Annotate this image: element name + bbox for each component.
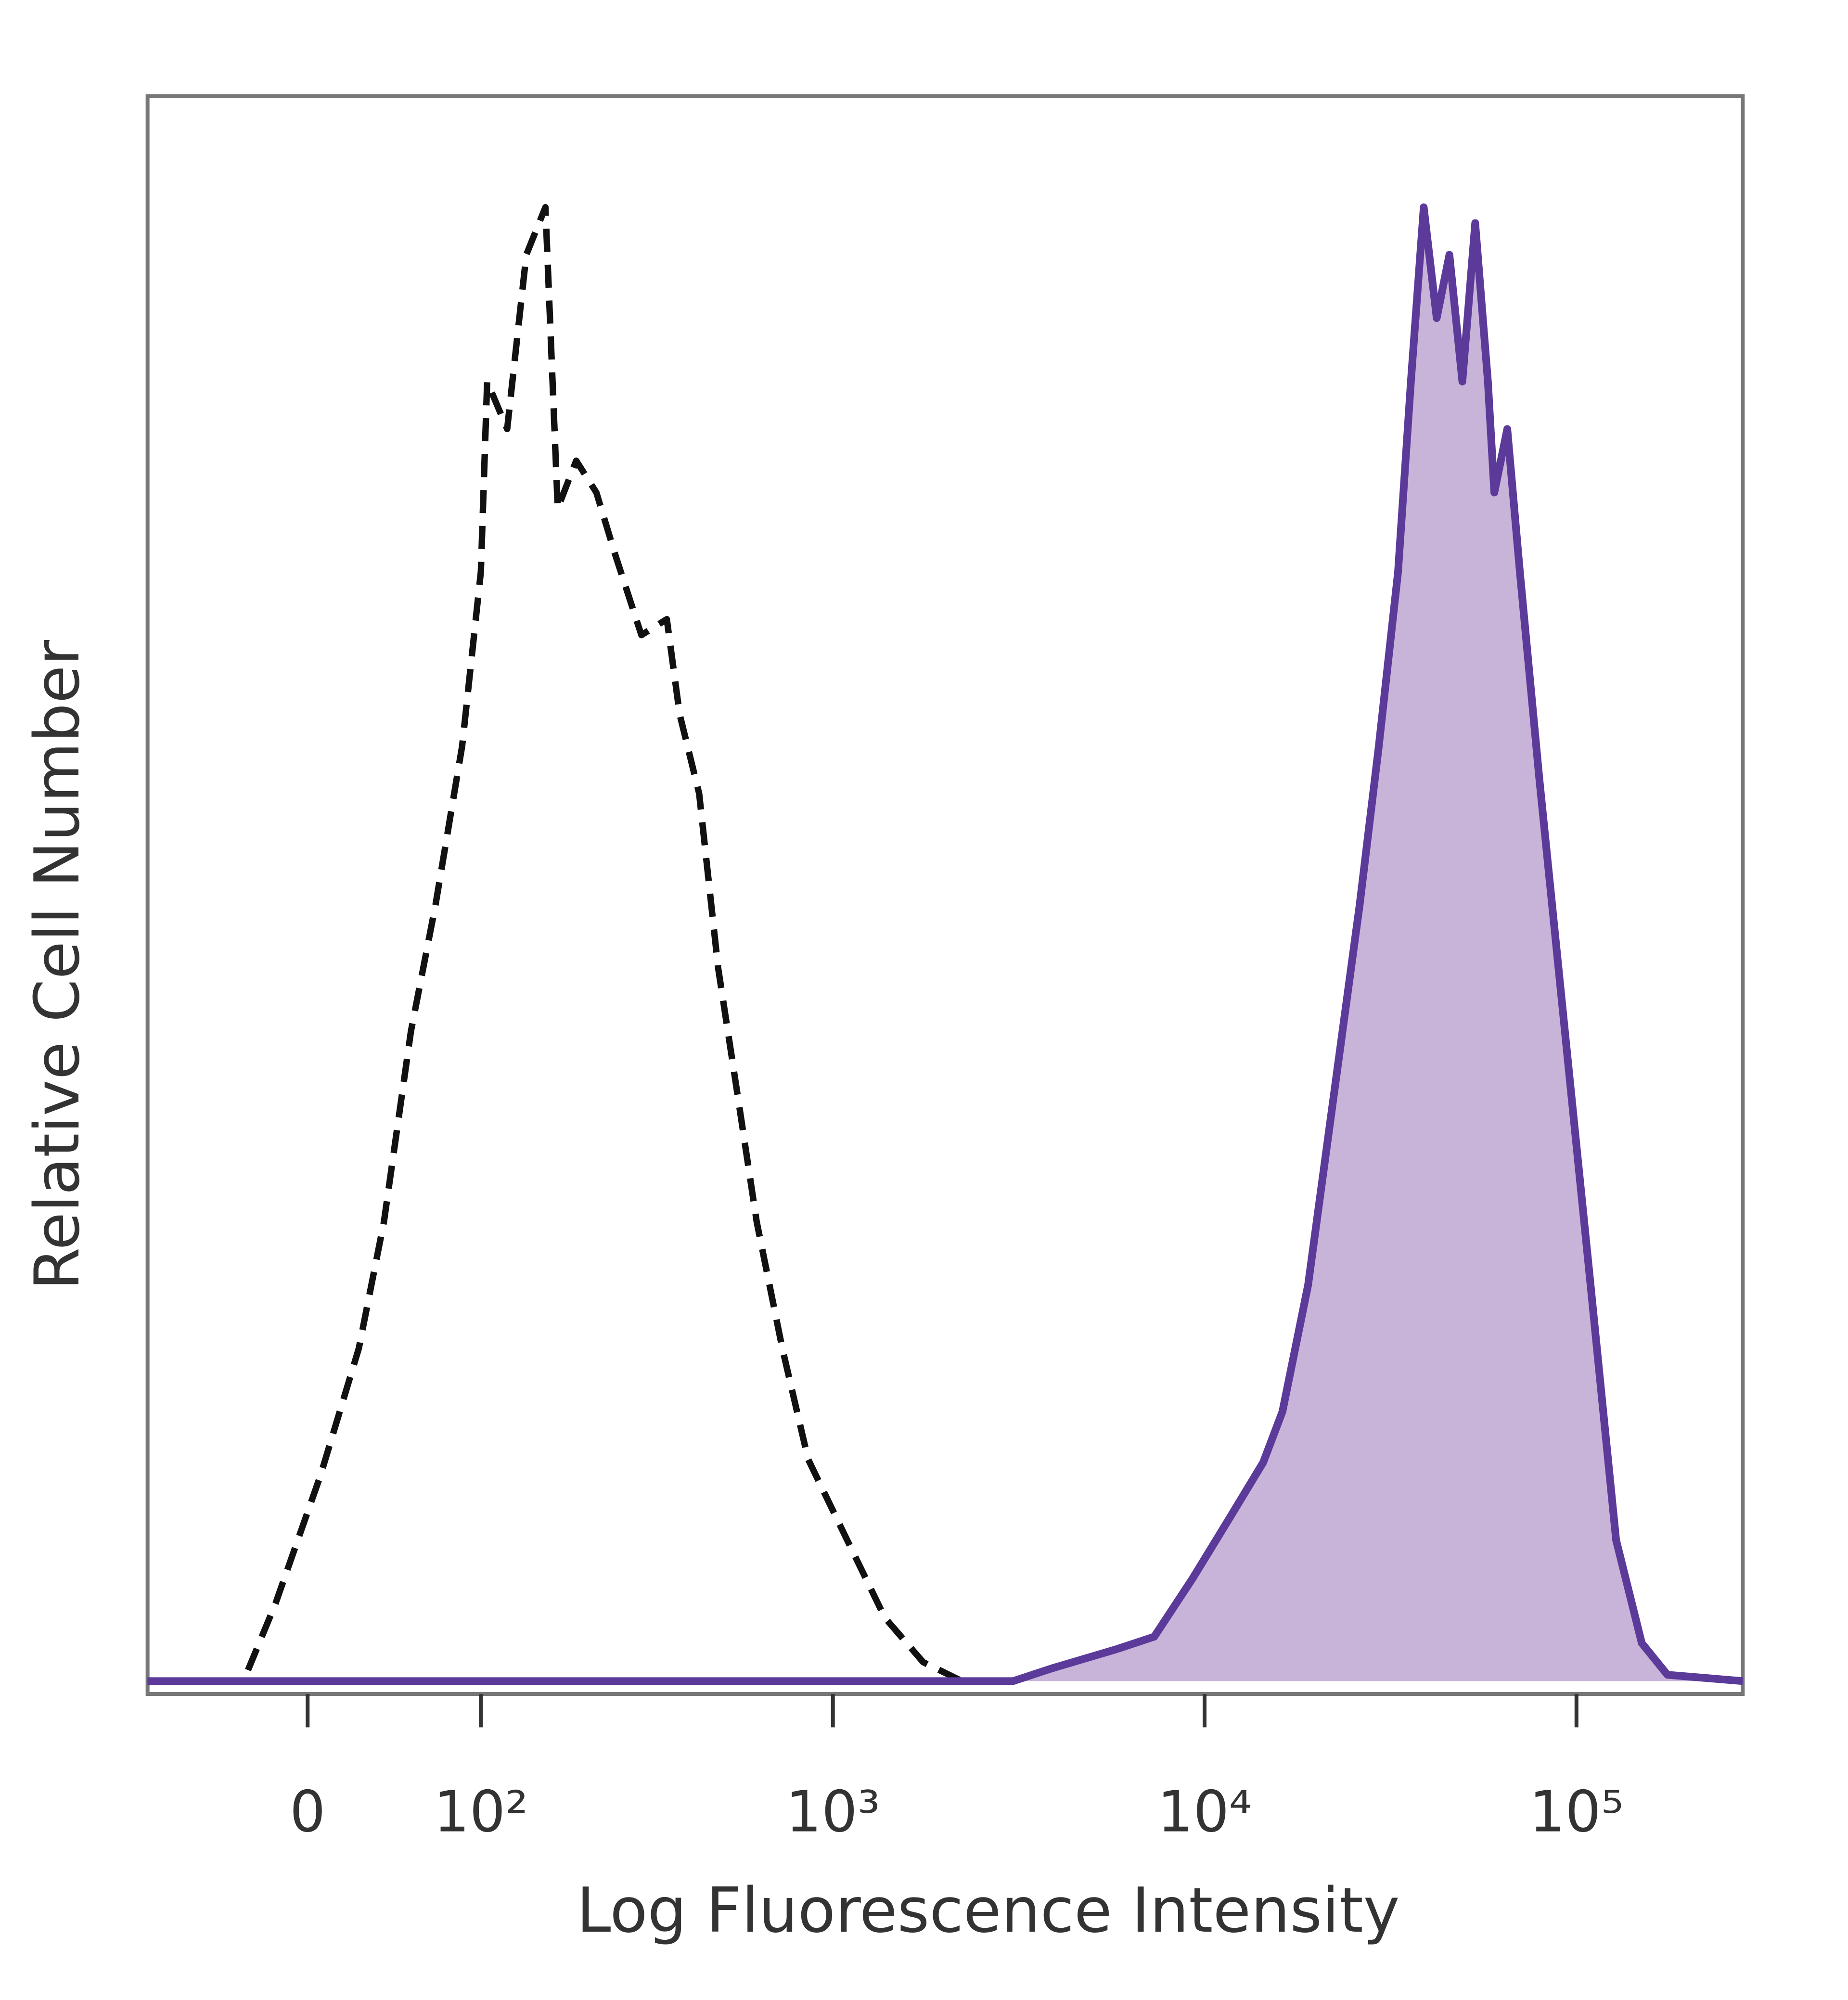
- x-tick-label: 0: [290, 1779, 326, 1845]
- plot-frame: [145, 94, 1745, 1696]
- histogram-line: [147, 204, 963, 1684]
- x-tick-label: 10³: [786, 1779, 880, 1845]
- histogram-area: [147, 207, 1743, 1681]
- x-tick-label: 10⁵: [1529, 1779, 1624, 1845]
- x-tick-label: 10²: [434, 1779, 528, 1845]
- x-axis-label: Log Fluorescence Intensity: [577, 1875, 1399, 1947]
- histogram-line: [147, 203, 1743, 1685]
- y-axis-label: Relative Cell Number: [22, 640, 93, 1290]
- x-tick-label: 10⁴: [1157, 1779, 1252, 1845]
